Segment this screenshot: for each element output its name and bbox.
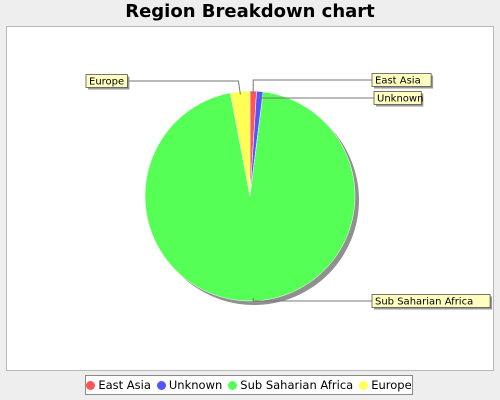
chart-title: Region Breakdown chart [125,1,375,22]
legend-label-unknown: Unknown [168,378,223,392]
legend-label-europe: Europe [371,378,412,392]
legend-item-europe: Europe [359,378,412,392]
slice-label-europe: Europe [85,74,241,95]
slice-label-box-sub-saharian-africa [371,294,491,308]
slice-label-unknown: Unknown [259,91,423,107]
legend-swatch-unknown [156,380,166,390]
legend-swatch-east-asia [86,380,96,390]
slice-label-box-unknown [373,91,422,105]
legend-swatch-sub-saharian-africa [228,380,238,390]
legend-item-unknown: Unknown [156,378,223,392]
slice-label-box-east-asia [371,73,432,87]
slice-leader-line-east-asia [252,79,372,95]
slice-leader-line-europe [127,80,241,95]
slice-label-sub-saharian-africa: Sub Saharian Africa [252,294,493,310]
slice-leader-line-sub-saharian-africa [252,297,372,302]
chart-legend: East Asia Unknown Sub Saharian Africa Eu… [85,375,413,395]
legend-item-sub-saharian-africa: Sub Saharian Africa [228,378,353,392]
legend-label-east-asia: East Asia [98,378,151,392]
slice-label-east-asia: East Asia [252,73,434,95]
slice-label-box-europe [85,74,128,88]
slice-label-text-europe: Europe [89,77,124,88]
slice-label-text-east-asia: East Asia [375,76,421,87]
legend-swatch-europe [359,380,369,390]
legend-label-sub-saharian-africa: Sub Saharian Africa [240,378,354,392]
slice-label-text-unknown: Unknown [377,94,423,105]
slice-label-text-sub-saharian-africa: Sub Saharian Africa [375,297,473,308]
slice-leader-line-unknown [259,94,374,99]
legend-item-east-asia: East Asia [86,378,151,392]
